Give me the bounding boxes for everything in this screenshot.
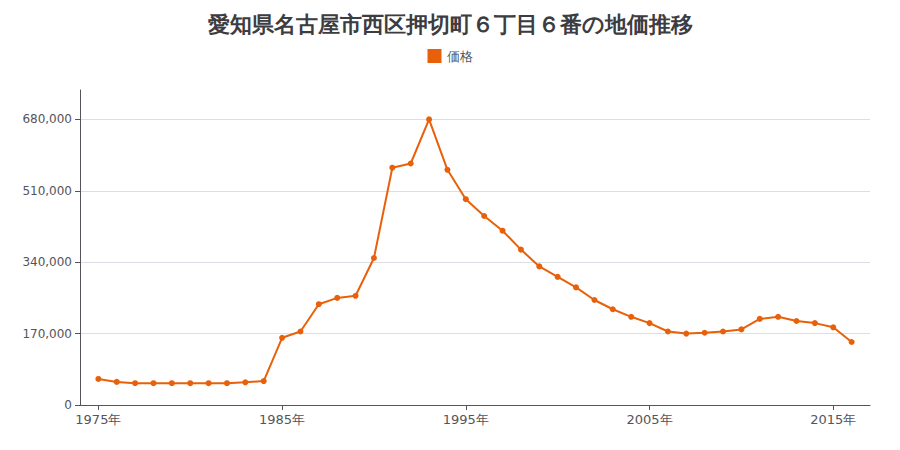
svg-text:170,000: 170,000 — [22, 327, 72, 341]
svg-text:2015年: 2015年 — [810, 412, 856, 427]
svg-text:愛知県名古屋市西区押切町６丁目６番の地価推移: 愛知県名古屋市西区押切町６丁目６番の地価推移 — [208, 12, 693, 37]
svg-text:1975年: 1975年 — [75, 412, 121, 427]
svg-text:340,000: 340,000 — [22, 255, 72, 269]
svg-text:1995年: 1995年 — [443, 412, 489, 427]
svg-text:1985年: 1985年 — [259, 412, 305, 427]
svg-text:2005年: 2005年 — [626, 412, 672, 427]
svg-text:0: 0 — [64, 398, 72, 412]
svg-text:510,000: 510,000 — [22, 184, 72, 198]
svg-text:価格: 価格 — [447, 49, 473, 64]
svg-text:680,000: 680,000 — [22, 112, 72, 126]
